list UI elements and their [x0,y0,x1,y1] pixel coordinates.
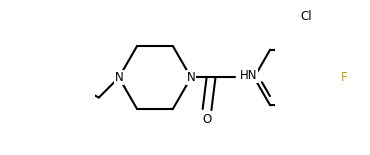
Text: N: N [186,71,195,84]
Text: Cl: Cl [300,10,312,23]
Text: O: O [202,113,212,126]
Text: F: F [340,71,347,84]
Text: N: N [115,71,123,84]
Text: HN: HN [240,69,258,82]
